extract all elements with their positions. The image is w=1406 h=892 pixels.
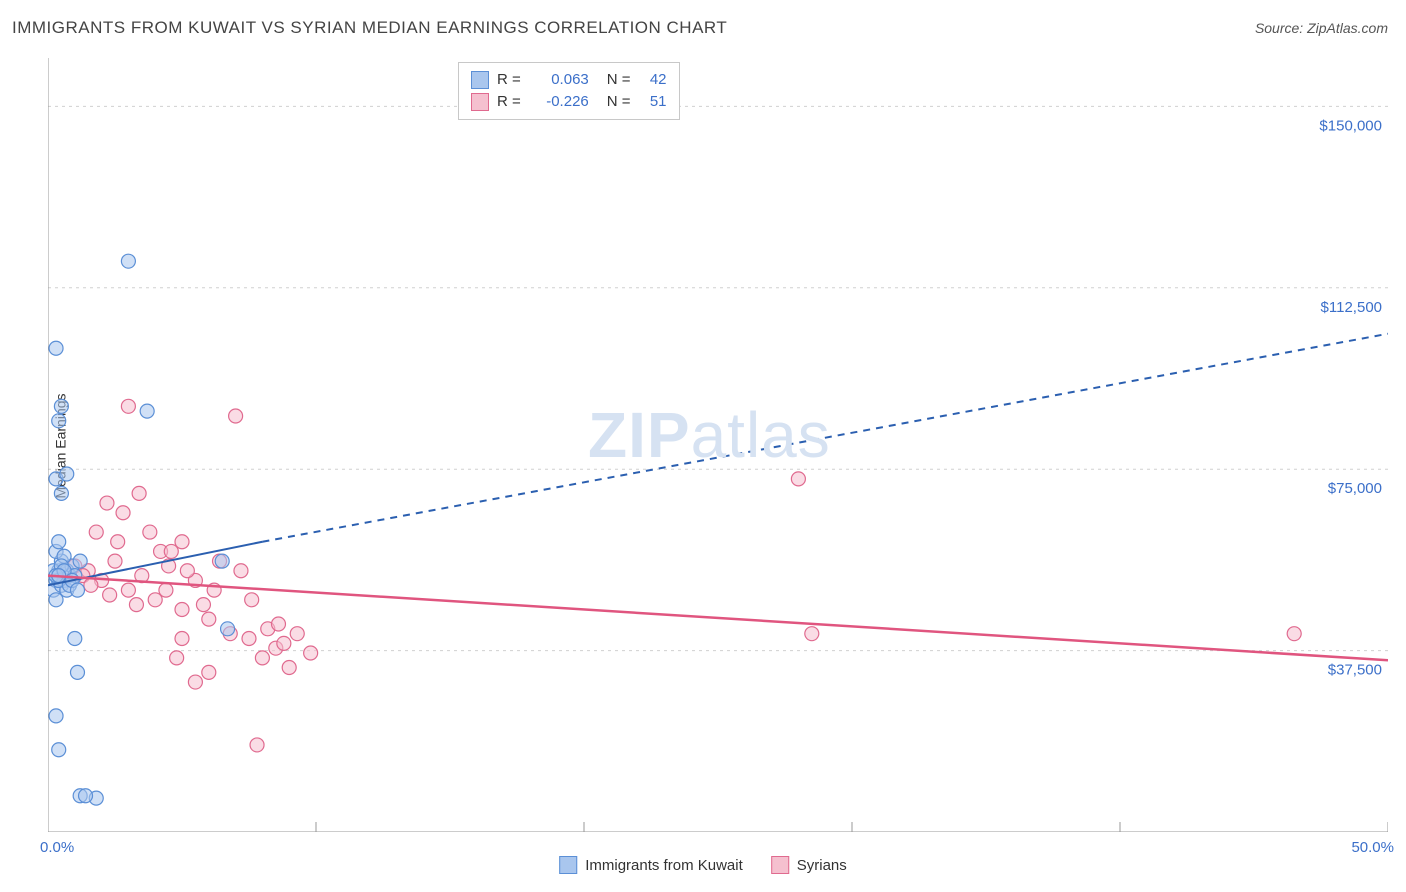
n-value-kuwait: 42	[639, 69, 667, 91]
r-prefix-2: R =	[497, 91, 521, 113]
series-legend: Immigrants from Kuwait Syrians	[559, 856, 847, 874]
swatch-kuwait	[471, 71, 489, 89]
legend-item-kuwait: Immigrants from Kuwait	[559, 856, 743, 874]
x-max-label: 50.0%	[1351, 839, 1394, 856]
n-prefix: N =	[607, 69, 631, 91]
legend-label-syrians: Syrians	[797, 857, 847, 874]
plot-svg: $37,500 $75,000 $112,500 $150,000	[48, 58, 1388, 832]
chart-container: IMMIGRANTS FROM KUWAIT VS SYRIAN MEDIAN …	[0, 0, 1406, 892]
r-value-syrians: -0.226	[529, 91, 589, 113]
legend-swatch-syrians	[771, 856, 789, 874]
source-label: Source: ZipAtlas.com	[1255, 20, 1388, 36]
x-min-label: 0.0%	[40, 839, 74, 856]
chart-area: $37,500$75,000$112,500$150,000 ZIPatlas …	[48, 58, 1388, 832]
svg-text:$150,000: $150,000	[1319, 117, 1382, 134]
correlation-row-kuwait: R = 0.063 N = 42	[471, 69, 667, 91]
swatch-syrians	[471, 93, 489, 111]
n-prefix-2: N =	[607, 91, 631, 113]
r-prefix: R =	[497, 69, 521, 91]
legend-label-kuwait: Immigrants from Kuwait	[585, 857, 743, 874]
svg-text:$75,000: $75,000	[1328, 480, 1382, 497]
legend-swatch-kuwait	[559, 856, 577, 874]
r-value-kuwait: 0.063	[529, 69, 589, 91]
legend-item-syrians: Syrians	[771, 856, 847, 874]
svg-text:$112,500: $112,500	[1321, 299, 1382, 316]
n-value-syrians: 51	[639, 91, 667, 113]
correlation-row-syrians: R = -0.226 N = 51	[471, 91, 667, 113]
svg-text:$37,500: $37,500	[1328, 662, 1382, 679]
correlation-legend: R = 0.063 N = 42 R = -0.226 N = 51	[458, 62, 680, 120]
chart-title: IMMIGRANTS FROM KUWAIT VS SYRIAN MEDIAN …	[12, 18, 727, 38]
